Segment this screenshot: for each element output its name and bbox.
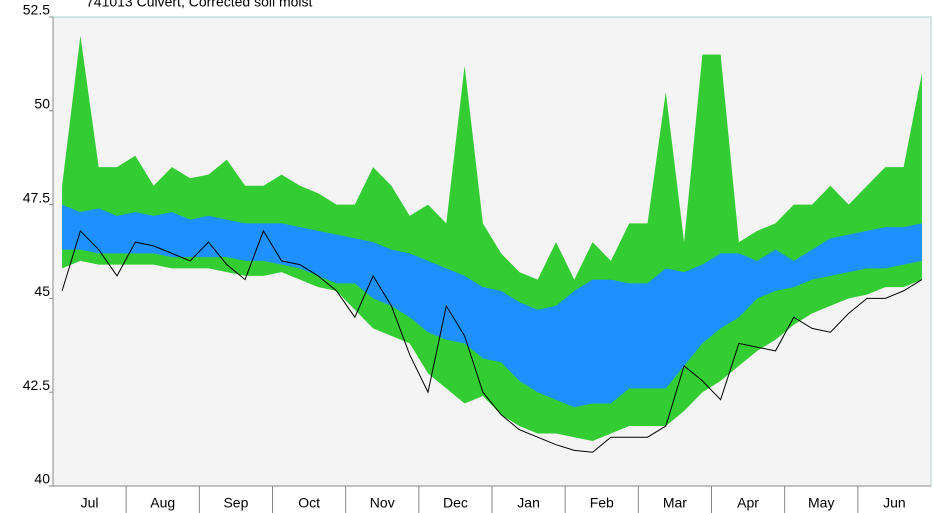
y-tick-label: 47.5 (23, 189, 50, 205)
x-tick-label: Feb (590, 495, 614, 511)
x-tick-label: Mar (663, 495, 687, 511)
y-tick-label: 40 (34, 471, 50, 487)
band-area (62, 35, 922, 442)
x-tick-label: Sep (223, 495, 248, 511)
y-tick-label: 50 (34, 96, 50, 112)
x-tick-label: May (808, 495, 834, 511)
y-tick-label: 52.5 (23, 2, 50, 18)
x-tick-label: Jul (81, 495, 99, 511)
chart-title: 741013 Culvert, Corrected soil moist (86, 0, 313, 10)
y-tick-label: 42.5 (23, 377, 50, 393)
x-tick-label: Aug (150, 495, 175, 511)
x-tick-label: Nov (370, 495, 395, 511)
data-line (61, 229, 923, 453)
x-tick-label: Oct (298, 495, 320, 511)
y-tick-label: 45 (34, 283, 50, 299)
band-area (62, 204, 922, 408)
x-tick-label: Apr (737, 495, 759, 511)
x-tick-label: Jun (883, 495, 906, 511)
x-tick-label: Jan (517, 495, 540, 511)
x-tick-label: Dec (443, 495, 468, 511)
